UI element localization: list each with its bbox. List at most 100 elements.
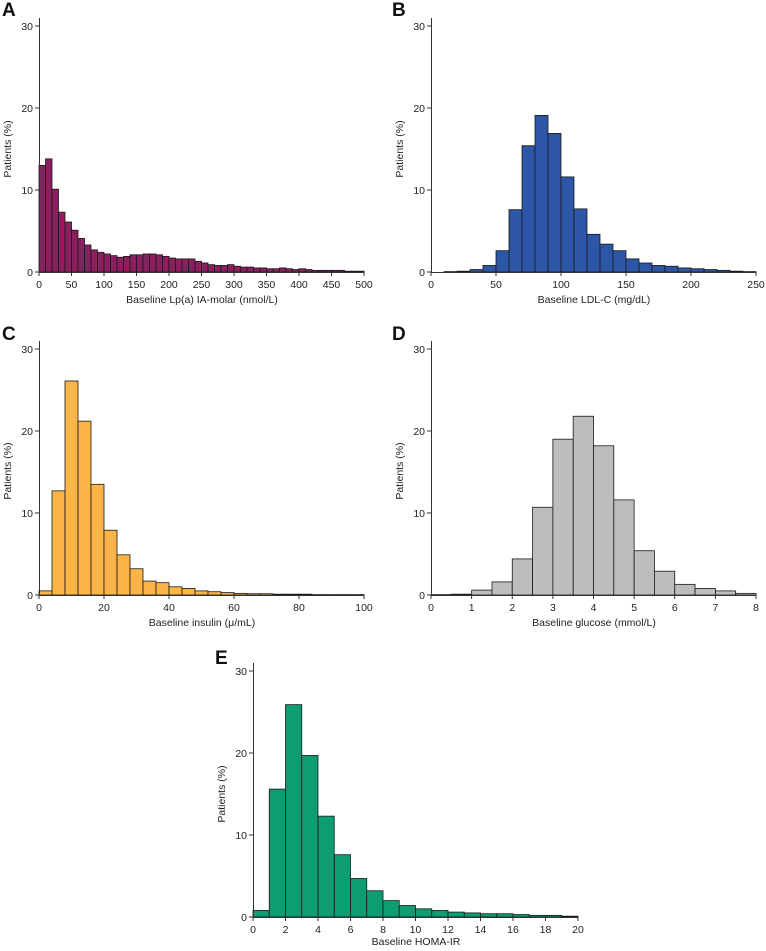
panel-c-bar (116, 554, 131, 596)
panel-c-bar (38, 590, 53, 596)
panel-c-x-tick-label: 80 (293, 602, 305, 614)
panel-c-bar (77, 420, 92, 596)
panel-a-bar (292, 269, 300, 273)
panel-c-bar (129, 568, 144, 596)
panel-a-bar (285, 268, 293, 273)
panel-e-xlabel: Baseline HOMA-IR (372, 936, 461, 948)
panel-a-x-tick-label: 100 (95, 279, 113, 291)
panel-d-bar (593, 445, 615, 596)
panel-b-bar (638, 262, 653, 273)
panel-d-x-tick-label: 0 (428, 602, 434, 614)
panel-a-bars (38, 158, 365, 273)
panel-b-bar (573, 208, 588, 273)
panel-e-y-tick-label: 30 (235, 666, 247, 678)
panel-c-axes: 0 20 40 60 80 100 0 10 20 30 (21, 341, 373, 614)
panel-d-y-tick-label: 0 (419, 590, 425, 602)
panel-d-x-tick-label: 6 (672, 602, 678, 614)
panel-a-x-tick-label: 350 (258, 279, 276, 291)
panel-c-bar (272, 593, 287, 596)
panel-d-x-tick-label: 3 (550, 602, 556, 614)
panel-e-x-tick-label: 6 (348, 924, 354, 936)
panel-c-y-tick-label: 20 (21, 426, 33, 438)
panel-e-bar (463, 912, 481, 918)
panel-b-x-tick-label: 0 (428, 279, 434, 291)
panel-a-bar (357, 270, 365, 273)
panel-c-bar (181, 588, 196, 596)
panel-b-y-tick-label: 0 (419, 267, 425, 279)
panel-c-bar (103, 529, 118, 596)
panel-e-y-tick-label: 20 (235, 748, 247, 760)
panel-e-bar (480, 913, 498, 918)
panel-d-bar (674, 583, 696, 596)
panel-a-bar (181, 258, 189, 273)
panel-d-x-tick-label: 1 (469, 602, 475, 614)
panel-d: D 0 1 2 3 4 5 6 7 8 0 10 20 30 Baseline glucose (mmo… (392, 324, 759, 629)
panel-d-bar (511, 558, 533, 596)
panel-a-x-tick-label: 450 (323, 279, 341, 291)
panel-c-bar (90, 483, 105, 596)
panel-b-bar (560, 176, 575, 273)
panel-c-ylabel: Patients (%) (2, 442, 14, 499)
panel-a-bar (311, 269, 319, 273)
panel-c-bar (233, 592, 248, 596)
panel-d-bar (572, 415, 594, 596)
panel-a: A 0 50 100 150 200 250 300 350 400 450 5000102030 … (2, 0, 373, 306)
panel-b-y-tick-label: 10 (413, 185, 425, 197)
panel-c-bar (246, 593, 261, 596)
panel-a-bar (318, 269, 326, 273)
panel-a-bar (110, 255, 118, 273)
panel-e: E 0 2 4 6 8 10 12 14 16 18 20 0 10 20 30 Baseline HOMA… (215, 648, 584, 948)
panel-d-y-tick-label: 10 (413, 508, 425, 520)
panel-c-bar (220, 592, 235, 596)
panel-d-x-tick-label: 5 (631, 602, 637, 614)
panel-c-bar (64, 380, 79, 596)
panel-c-xlabel: Baseline insulin (μ/mL) (149, 617, 255, 629)
panel-a-letter: A (2, 0, 16, 21)
panel-e-bars (252, 704, 579, 918)
panel-a-bar (129, 254, 137, 273)
panel-a-bar (233, 265, 241, 273)
panel-a-bar (344, 270, 352, 273)
panel-a-bar (214, 265, 222, 273)
panel-e-x-tick-label: 8 (380, 924, 386, 936)
panel-d-y-tick-label: 20 (413, 426, 425, 438)
panel-a-bar (162, 256, 170, 273)
panel-c-bar (207, 591, 222, 596)
panel-e-bar (366, 890, 384, 918)
panel-d-x-tick-label: 2 (509, 602, 515, 614)
panel-b-x-tick-label: 250 (747, 279, 765, 291)
panel-d-bar (613, 499, 635, 596)
panel-a-bar (64, 221, 72, 273)
panel-a-bar (155, 254, 163, 273)
panel-b-axes: 0 50 100 150 200 250 0 10 20 30 (413, 18, 765, 291)
panel-c-bar (285, 593, 300, 596)
panel-b-bar (521, 145, 536, 273)
panel-b-bar (599, 243, 614, 273)
panel-a-bar (240, 266, 248, 273)
panel-e-bar (512, 914, 530, 918)
panel-e-bar (382, 900, 400, 918)
panel-c-bar (51, 490, 66, 596)
panel-e-bar (252, 910, 270, 918)
panel-a-bar (324, 269, 332, 273)
panel-a-bar (77, 237, 85, 273)
panel-a-x-tick-label: 150 (128, 279, 146, 291)
panel-a-bar (116, 256, 124, 273)
panel-a-x-tick-label: 50 (66, 279, 78, 291)
panel-b-bar (534, 114, 549, 273)
panel-d-bar (694, 588, 716, 596)
panel-b-bar (625, 258, 640, 273)
panel-e-x-tick-label: 18 (540, 924, 552, 936)
panel-a-bar (51, 188, 59, 273)
panel-e-bar (545, 914, 563, 918)
panel-e-x-tick-label: 20 (572, 924, 584, 936)
panel-e-bar (317, 815, 335, 918)
panel-b-bar (495, 250, 510, 273)
panel-e-x-tick-label: 0 (250, 924, 256, 936)
panel-c-bar (142, 580, 157, 596)
panel-e-bar (350, 878, 368, 918)
panel-a-x-tick-label: 400 (290, 279, 308, 291)
panel-a-axes: 0 50 100 150 200 250 300 350 400 450 500 0 10 20 30 (21, 18, 373, 291)
panel-c-x-tick-label: 20 (98, 602, 110, 614)
